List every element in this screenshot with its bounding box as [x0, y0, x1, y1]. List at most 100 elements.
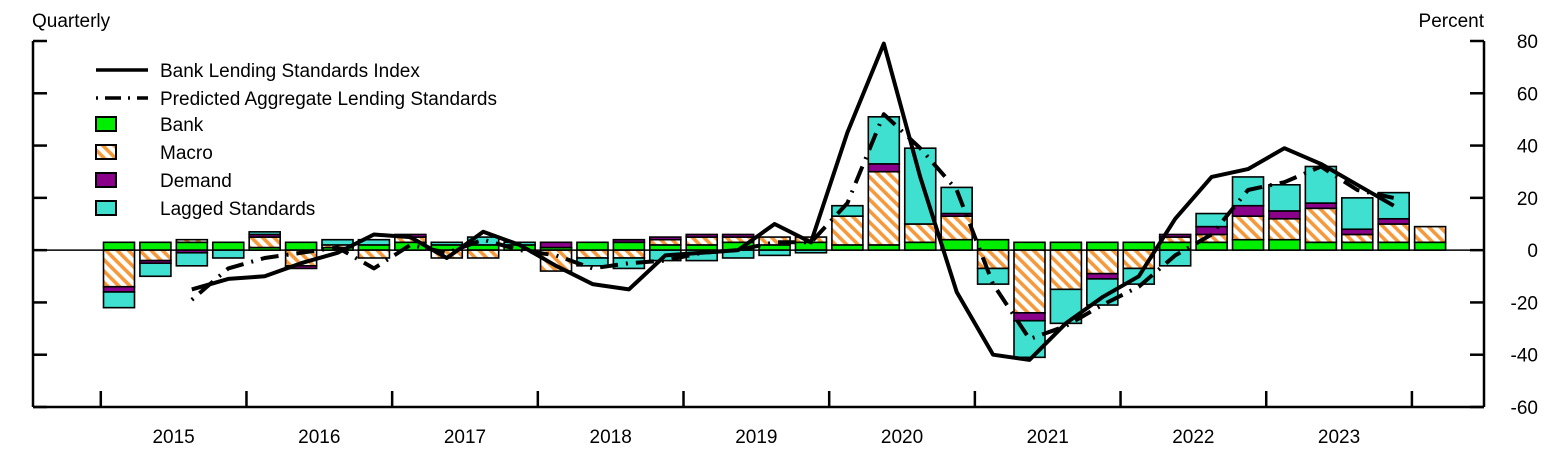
- bar-macro-2019Q1: [685, 236, 719, 246]
- bar-macro-2020Q3: [903, 223, 937, 244]
- bar-lagged-2021Q3: [1049, 288, 1083, 325]
- x-year-label: 2022: [1172, 427, 1214, 448]
- y-tick-label: -20: [1511, 293, 1538, 314]
- bar-bank-2023Q1: [1268, 238, 1301, 251]
- x-year-label: 2017: [444, 427, 486, 448]
- bar-demand-2022Q2: [1158, 233, 1192, 238]
- bar-bank-2022Q3: [1195, 241, 1228, 251]
- bar-bank-2021Q3: [1049, 241, 1083, 251]
- bar-demand-2020Q2: [867, 163, 901, 173]
- bar-bank-2016Q2: [284, 241, 318, 251]
- bar-lagged-2019Q4: [794, 249, 828, 254]
- bar-macro-2021Q2: [1013, 249, 1046, 314]
- legend: Bank Lending Standards Index Predicted A…: [95, 61, 497, 220]
- bar-macro-2015Q2: [139, 249, 172, 262]
- x-year-label: 2023: [1318, 427, 1360, 448]
- x-year-label: 2016: [298, 427, 340, 448]
- lines: [190, 41, 1395, 362]
- bar-bank-2018Q2: [576, 241, 609, 251]
- y-tick-label: 60: [1517, 84, 1538, 105]
- bar-bank-2023Q4: [1377, 241, 1410, 251]
- bar-macro-2022Q4: [1231, 215, 1265, 241]
- bar-lagged-2015Q3: [175, 251, 209, 267]
- bar-macro-2017Q3: [466, 249, 500, 259]
- x-year-label: 2021: [1027, 427, 1069, 448]
- bar-demand-2023Q1: [1268, 210, 1301, 220]
- bar-macro-2023Q1: [1268, 217, 1301, 241]
- bar-bank-2021Q1: [976, 238, 1010, 251]
- bar-lagged-2021Q4: [1086, 278, 1119, 306]
- bar-bank-2021Q4: [1086, 241, 1119, 251]
- bar-macro-2020Q1: [831, 215, 864, 246]
- bar-lagged-2023Q1: [1268, 183, 1301, 212]
- bar-demand-2018Q4: [648, 236, 682, 241]
- bar-macro-2020Q4: [940, 215, 973, 241]
- legend-demand-swatch: [95, 172, 117, 188]
- axes: 80 60 40 20 0 -20 -40 -60 2015 2016 2017 2018 2019 20…: [33, 32, 1538, 448]
- bar-lagged-2015Q2: [139, 262, 172, 278]
- bar-bank-2018Q3: [612, 241, 646, 251]
- bar-demand-2018Q3: [612, 238, 646, 244]
- bank-lending-standards-index-line: [191, 41, 1395, 362]
- bar-macro-2016Q4: [357, 249, 391, 259]
- bar-macro-2021Q4: [1086, 249, 1119, 275]
- bar-bank-2015Q3: [175, 241, 209, 251]
- legend-demand-label: Demand: [160, 171, 232, 192]
- bar-lagged-2020Q4: [940, 186, 973, 215]
- x-year-label: 2020: [881, 427, 923, 448]
- bar-lagged-2016Q3: [321, 238, 354, 246]
- bars: [102, 116, 1447, 359]
- bar-lagged-2017Q2: [430, 241, 464, 246]
- bar-macro-2015Q3: [175, 238, 209, 244]
- legend-macro-swatch: [95, 144, 117, 160]
- bar-lagged-2015Q1: [102, 291, 136, 309]
- x-year-label: 2015: [152, 427, 194, 448]
- left-axis-label: Quarterly: [32, 11, 111, 32]
- x-year-label: 2018: [590, 427, 632, 448]
- y-tick-label: 20: [1517, 189, 1538, 210]
- bar-bank-2024Q1: [1413, 241, 1447, 251]
- bar-bank-2015Q4: [211, 241, 245, 251]
- bar-lagged-2015Q4: [211, 249, 245, 259]
- bar-lagged-2021Q1: [976, 267, 1010, 285]
- bar-bank-2022Q2: [1158, 241, 1192, 251]
- bar-macro-2023Q2: [1304, 207, 1338, 244]
- legend-lagged-label: Lagged Standards: [160, 199, 315, 220]
- bar-bank-2020Q4: [940, 238, 973, 251]
- legend-lagged-swatch: [95, 200, 117, 216]
- bar-demand-2022Q3: [1195, 225, 1228, 236]
- bar-lagged-2023Q3: [1340, 197, 1374, 231]
- bar-macro-2020Q2: [867, 170, 901, 246]
- y-tick-label: -60: [1511, 398, 1538, 419]
- legend-bank-swatch: [95, 116, 117, 132]
- bar-bank-2021Q2: [1013, 241, 1046, 251]
- bar-bank-2022Q4: [1231, 238, 1265, 251]
- bar-bank-2020Q3: [903, 241, 937, 251]
- bar-lagged-2019Q3: [758, 249, 791, 257]
- predicted-aggregate-lending-standards-line: [190, 112, 1395, 341]
- y-tick-label: 40: [1517, 137, 1538, 158]
- x-year-label: 2019: [735, 427, 777, 448]
- bar-macro-2015Q1: [102, 249, 136, 288]
- bar-macro-2021Q3: [1049, 249, 1083, 291]
- bar-macro-2023Q4: [1377, 223, 1410, 244]
- bar-bank-2022Q1: [1122, 241, 1156, 251]
- right-axis-label: Percent: [1419, 11, 1485, 32]
- bar-demand-2022Q4: [1231, 204, 1265, 217]
- bar-lagged-2016Q1: [248, 231, 281, 236]
- legend-index-label: Bank Lending Standards Index: [160, 61, 420, 82]
- y-tick-label: 0: [1527, 241, 1538, 262]
- bar-demand-2019Q1: [685, 233, 719, 238]
- bar-bank-2023Q3: [1340, 241, 1374, 251]
- bar-bank-2023Q2: [1304, 241, 1338, 251]
- bar-demand-2019Q2: [721, 233, 755, 238]
- bar-bank-2015Q2: [139, 241, 172, 251]
- bar-macro-2023Q3: [1340, 233, 1374, 244]
- bar-lagged-2020Q1: [831, 204, 864, 217]
- bar-macro-2018Q2: [576, 249, 609, 259]
- y-tick-label: 80: [1517, 32, 1538, 53]
- bar-demand-2018Q1: [539, 241, 573, 249]
- bar-bank-2015Q1: [102, 241, 136, 251]
- legend-bank-label: Bank: [160, 115, 204, 136]
